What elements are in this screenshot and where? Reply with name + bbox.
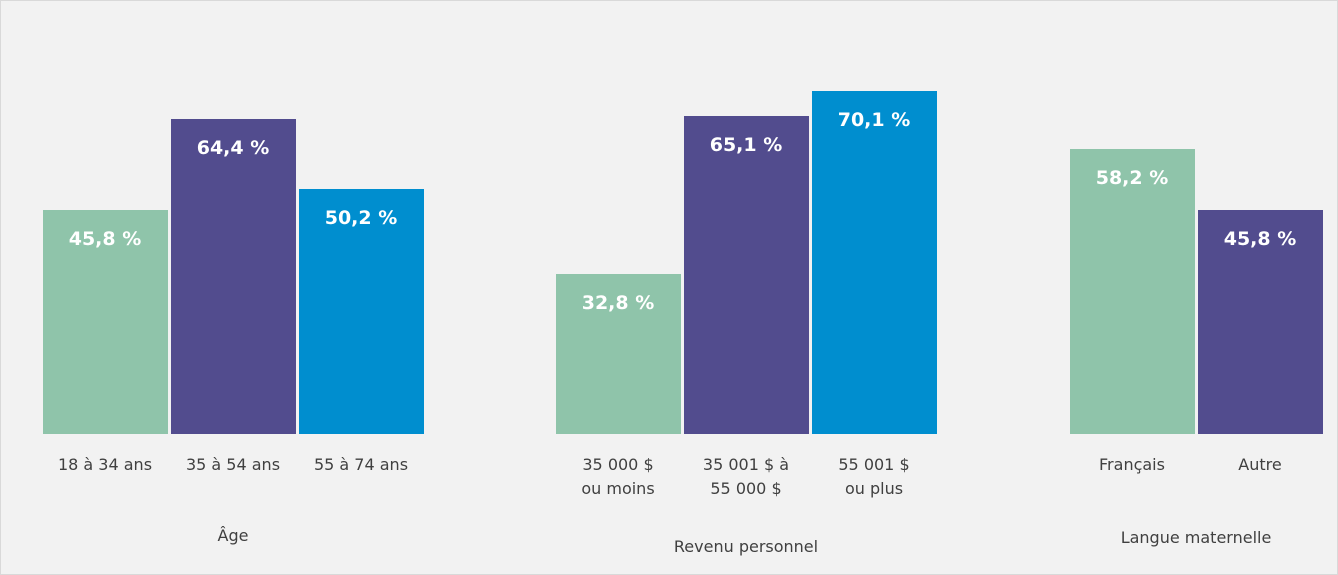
value-label: 32,8 % [581, 291, 655, 314]
value-label: 50,2 % [324, 206, 398, 229]
value-label: 45,8 % [68, 228, 142, 251]
bar [42, 210, 168, 434]
bar [170, 119, 296, 434]
group-label: Langue maternelle [1120, 528, 1272, 547]
bar [1197, 210, 1323, 434]
category-label: 55 à 74 ans [313, 455, 409, 474]
value-label: 45,8 % [1223, 228, 1297, 251]
value-label: 64,4 % [196, 137, 270, 160]
category-label: Français [1099, 455, 1165, 474]
bar [555, 273, 681, 434]
category-label: Autre [1238, 455, 1282, 474]
category-label: 55 001 $ ou plus [838, 455, 910, 498]
group-label: Âge [217, 526, 249, 545]
category-label: 18 à 34 ans [57, 455, 153, 474]
value-label: 65,1 % [709, 133, 783, 156]
value-label: 58,2 % [1095, 167, 1169, 190]
category-label: 35 001 $ à 55 000 $ [702, 455, 790, 498]
value-label: 70,1 % [837, 109, 911, 132]
group-label: Revenu personnel [673, 537, 819, 556]
category-label: 35 000 $ ou moins [581, 455, 655, 498]
category-label: 35 à 54 ans [185, 455, 281, 474]
bar [1069, 149, 1195, 434]
bar [811, 91, 937, 434]
bar [683, 115, 809, 434]
bar [298, 188, 424, 434]
